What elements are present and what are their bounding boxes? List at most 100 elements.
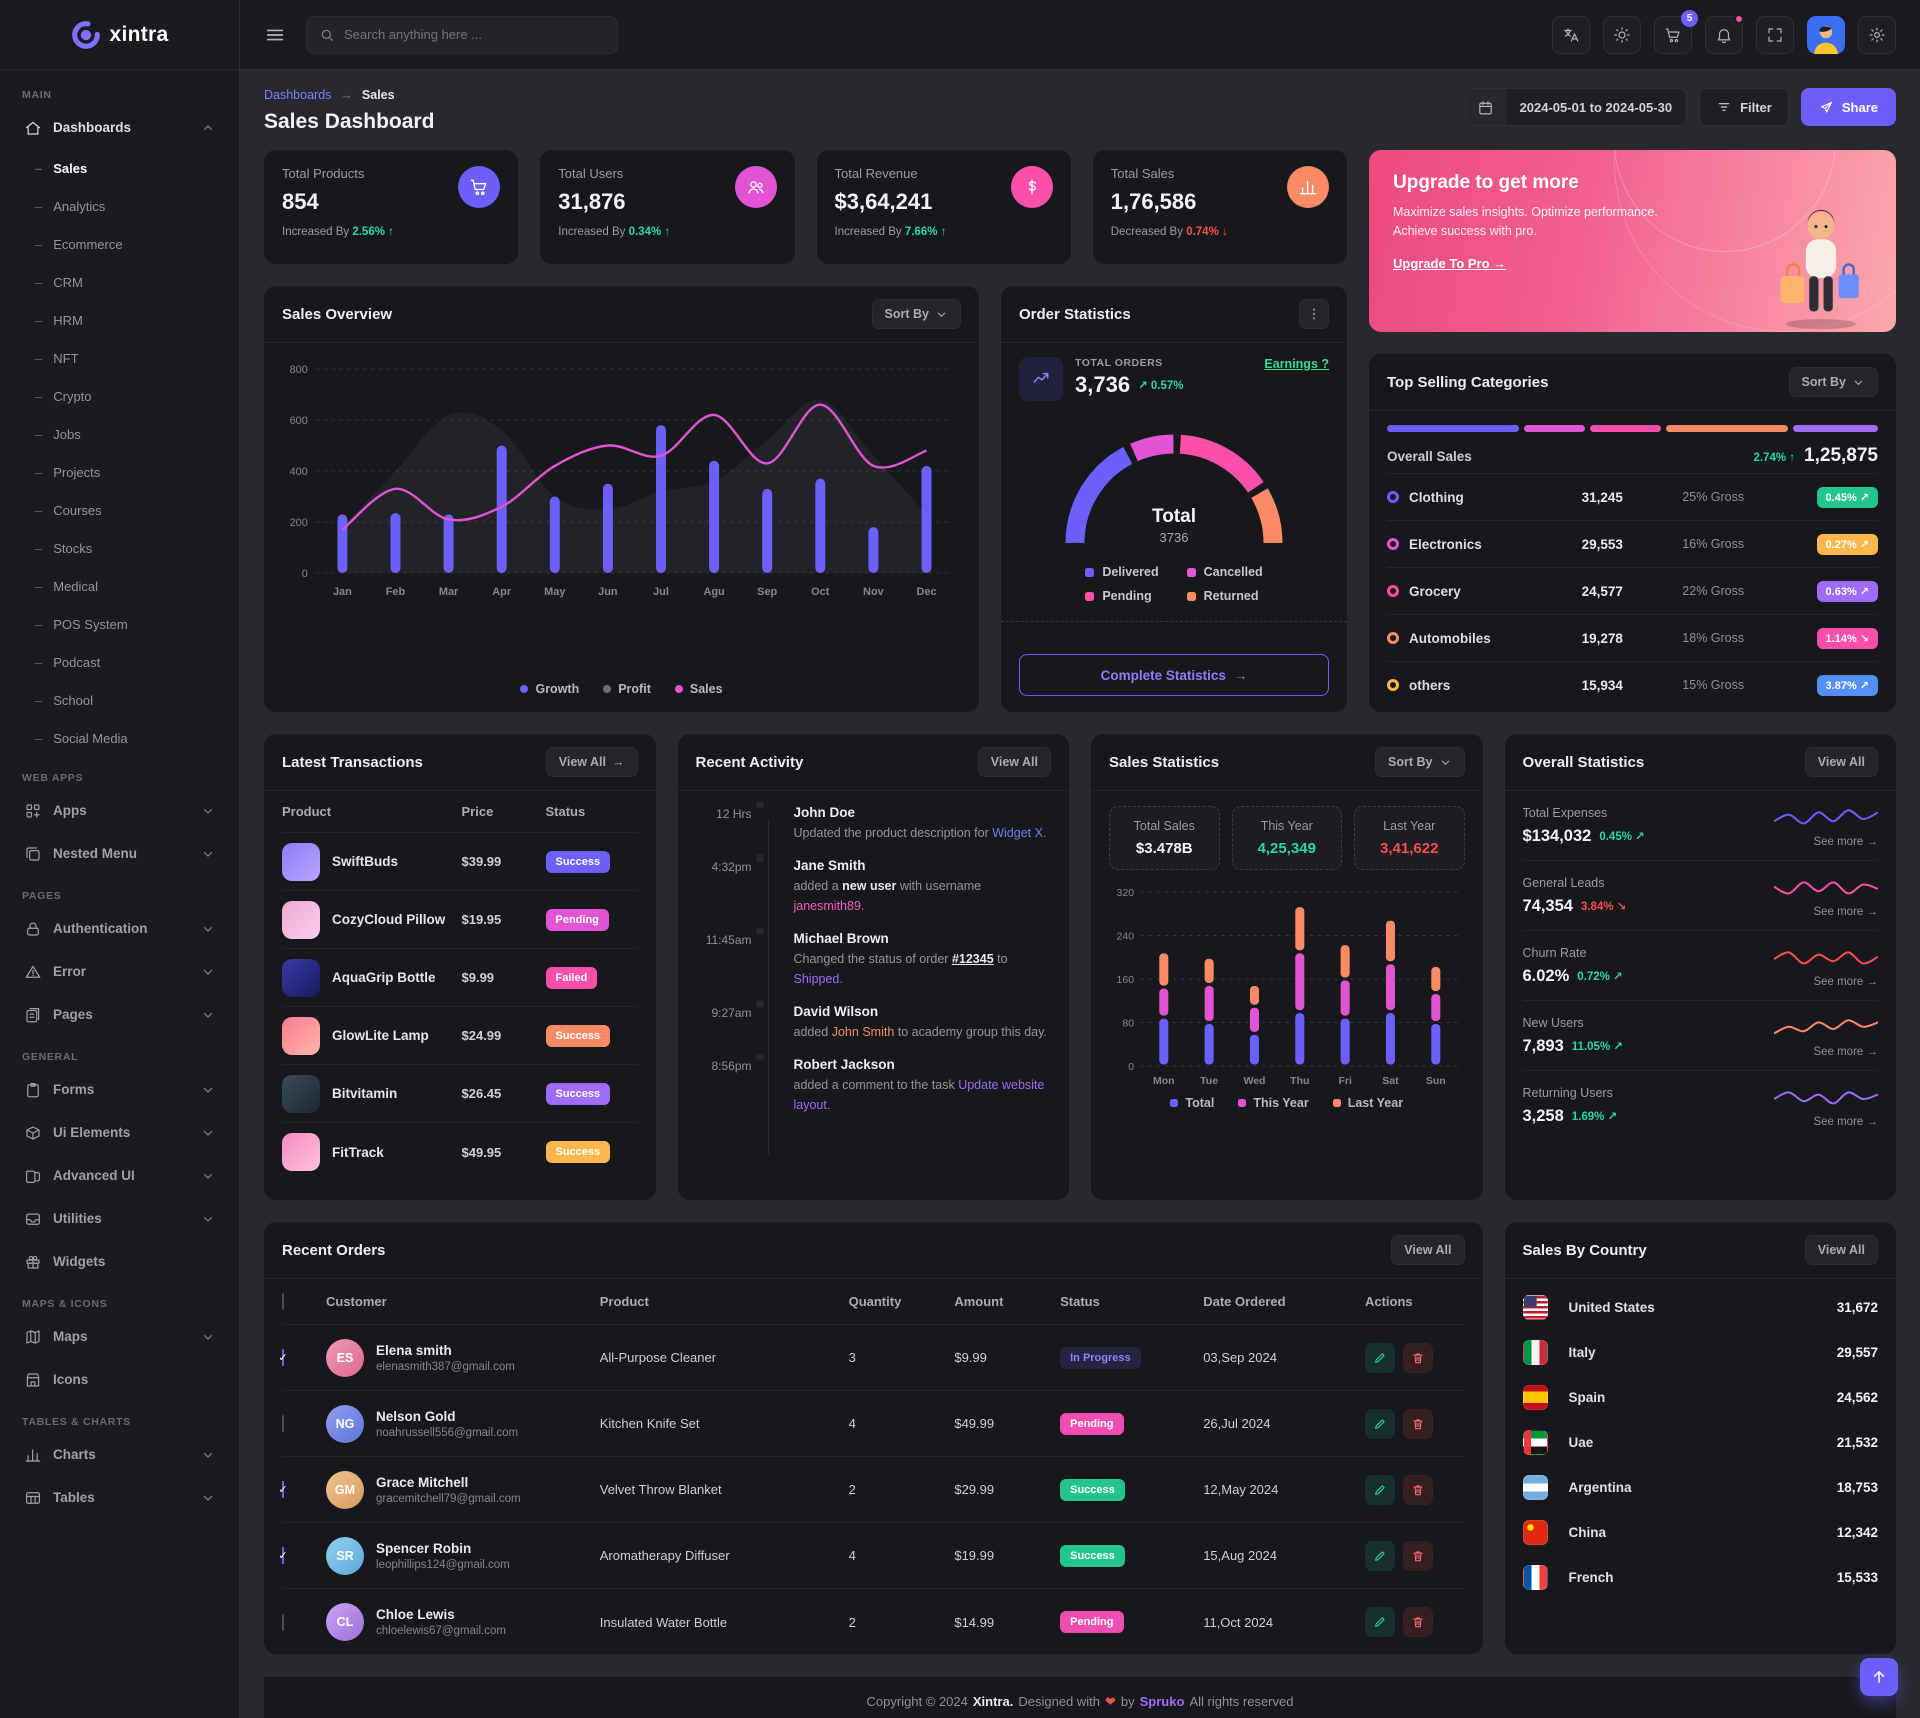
delete-button[interactable] <box>1402 1342 1433 1373</box>
sidebar-item-pages[interactable]: Pages <box>14 993 225 1036</box>
select-all-checkbox[interactable] <box>282 1293 284 1310</box>
category-row-automobiles[interactable]: Automobiles 19,278 18% Gross 1.14% ↘ <box>1387 614 1878 661</box>
transaction-row-bitvitamin[interactable]: Bitvitamin $26.45 Success <box>282 1065 638 1123</box>
sidebar-item-jobs[interactable]: – Jobs <box>35 426 81 442</box>
country-row-italy[interactable]: Italy 29,557 <box>1522 1330 1878 1375</box>
country-row-uae[interactable]: Uae 21,532 <box>1522 1420 1878 1465</box>
country-row-united-states[interactable]: United States 31,672 <box>1522 1285 1878 1330</box>
gauge-legend-delivered[interactable]: Delivered <box>1085 565 1159 579</box>
order-statistics-menu[interactable] <box>1299 299 1329 329</box>
activity-item-john-doe[interactable]: 12 Hrs John Doe Updated the product descri… <box>696 805 1052 843</box>
see-more-link[interactable]: See more → <box>1813 976 1878 988</box>
see-more-link[interactable]: See more → <box>1813 1046 1878 1058</box>
activity-item-david-wilson[interactable]: 9:27am David Wilson added John Smith to ac… <box>696 1004 1052 1042</box>
category-row-electronics[interactable]: Electronics 29,553 16% Gross 0.27% ↗ <box>1387 520 1878 567</box>
order-row-grace-mitchell[interactable]: GM Grace Mitchell gracemitchell79@gmail.co… <box>282 1457 1465 1523</box>
transaction-row-cozycloud-pillow[interactable]: CozyCloud Pillow $19.95 Pending <box>282 891 638 949</box>
sidebar-item-analytics[interactable]: – Analytics <box>35 198 106 214</box>
sidebar-item-ui-elements[interactable]: Ui Elements <box>14 1111 225 1154</box>
orders-view-all-button[interactable]: View All <box>1391 1235 1465 1265</box>
sidebar-item-error[interactable]: Error <box>14 950 225 993</box>
order-row-spencer-robin[interactable]: SR Spencer Robin leophillips124@gmail.com A… <box>282 1523 1465 1589</box>
see-more-link[interactable]: See more → <box>1813 1116 1878 1128</box>
user-avatar[interactable] <box>1807 15 1845 54</box>
activity-item-robert-jackson[interactable]: 8:56pm Robert Jackson added a comment to t… <box>696 1057 1052 1115</box>
legend-sales[interactable]: Sales <box>674 682 723 696</box>
cart-button[interactable]: 5 <box>1654 9 1698 54</box>
filter-button[interactable]: Filter <box>1699 88 1789 126</box>
fullscreen-button[interactable] <box>1756 15 1794 54</box>
sidebar-item-sales[interactable]: – Sales <box>35 160 88 176</box>
overall-statistics-view-all-button[interactable]: View All <box>1804 747 1878 777</box>
sidebar-item-charts[interactable]: Charts <box>14 1433 225 1476</box>
complete-statistics-button[interactable]: Complete Statistics → <box>1019 654 1329 696</box>
transaction-row-fittrack[interactable]: FitTrack $49.95 Success <box>282 1123 638 1181</box>
activity-item-jane-smith[interactable]: 4:32pm Jane Smith added a new user with us… <box>696 858 1052 916</box>
sidebar-item-utilities[interactable]: Utilities <box>14 1197 225 1240</box>
activity-item-michael-brown[interactable]: 11:45am Michael Brown Changed the status o… <box>696 931 1052 989</box>
transactions-view-all-button[interactable]: View All → <box>545 747 638 777</box>
legend-profit[interactable]: Profit <box>603 682 651 696</box>
edit-button[interactable] <box>1364 1342 1395 1373</box>
sidebar-item-podcast[interactable]: – Podcast <box>35 654 101 670</box>
sidebar-item-medical[interactable]: – Medical <box>35 578 99 594</box>
upgrade-cta-link[interactable]: Upgrade To Pro → <box>1393 255 1507 271</box>
sidebar-item-crypto[interactable]: – Crypto <box>35 388 92 404</box>
scroll-to-top-button[interactable] <box>1860 1658 1898 1696</box>
row-checkbox[interactable] <box>282 1547 284 1564</box>
language-button[interactable] <box>1552 15 1590 54</box>
sidebar-item-nested-menu[interactable]: Nested Menu <box>14 832 225 875</box>
sales-overview-sortby[interactable]: Sort By <box>871 299 961 329</box>
row-checkbox[interactable] <box>282 1481 284 1498</box>
sales-statistics-sortby[interactable]: Sort By <box>1375 747 1465 777</box>
edit-button[interactable] <box>1364 1607 1395 1637</box>
legend-total[interactable]: Total <box>1170 1096 1214 1110</box>
country-view-all-button[interactable]: View All <box>1804 1235 1878 1265</box>
transaction-row-glowlite-lamp[interactable]: GlowLite Lamp $24.99 Success <box>282 1007 638 1065</box>
legend-last-year[interactable]: Last Year <box>1332 1096 1403 1110</box>
country-row-spain[interactable]: Spain 24,562 <box>1522 1375 1878 1420</box>
settings-button[interactable] <box>1858 15 1896 54</box>
brand[interactable]: xintra <box>0 0 239 70</box>
breadcrumb-dashboards[interactable]: Dashboards <box>264 88 332 102</box>
sidebar-item-social-media[interactable]: – Social Media <box>35 730 128 746</box>
date-range-picker[interactable]: 2024-05-01 to 2024-05-30 <box>1464 88 1688 126</box>
category-row-others[interactable]: others 15,934 15% Gross 3.87% ↗ <box>1387 661 1878 708</box>
earnings-link[interactable]: Earnings ? <box>1264 357 1329 371</box>
delete-button[interactable] <box>1402 1474 1433 1505</box>
sidebar-item-courses[interactable]: – Courses <box>35 502 102 518</box>
sidebar-item-crm[interactable]: – CRM <box>35 274 83 290</box>
sidebar-item-forms[interactable]: Forms <box>14 1068 225 1111</box>
activity-view-all-button[interactable]: View All <box>977 747 1051 777</box>
order-row-chloe-lewis[interactable]: CL Chloe Lewis chloelewis67@gmail.com Insul… <box>282 1589 1465 1654</box>
sidebar-item-hrm[interactable]: – HRM <box>35 312 83 328</box>
sidebar-item-projects[interactable]: – Projects <box>35 464 101 480</box>
sidebar-item-pos-system[interactable]: – POS System <box>35 616 128 632</box>
legend-this-year[interactable]: This Year <box>1238 1096 1309 1110</box>
legend-growth[interactable]: Growth <box>520 682 579 696</box>
delete-button[interactable] <box>1402 1607 1433 1637</box>
order-row-nelson-gold[interactable]: NG Nelson Gold noahrussell556@gmail.com Kit… <box>282 1391 1465 1457</box>
see-more-link[interactable]: See more → <box>1813 836 1878 848</box>
sidebar-item-apps[interactable]: Apps <box>14 789 225 832</box>
sidebar-item-school[interactable]: – School <box>35 692 93 708</box>
edit-button[interactable] <box>1364 1474 1395 1505</box>
gauge-legend-pending[interactable]: Pending <box>1085 589 1158 603</box>
sidebar-item-stocks[interactable]: – Stocks <box>35 540 93 556</box>
hamburger-menu-icon[interactable] <box>264 24 286 46</box>
sidebar-item-dashboards[interactable]: Dashboards <box>14 106 225 149</box>
sidebar-item-tables[interactable]: Tables <box>14 1476 225 1519</box>
sidebar-item-authentication[interactable]: Authentication <box>14 907 225 950</box>
delete-button[interactable] <box>1402 1408 1433 1439</box>
notifications-button[interactable] <box>1705 13 1744 54</box>
delete-button[interactable] <box>1402 1540 1433 1571</box>
theme-toggle-button[interactable] <box>1603 15 1641 54</box>
edit-button[interactable] <box>1364 1408 1395 1439</box>
country-row-french[interactable]: French 15,533 <box>1522 1555 1878 1600</box>
top-selling-sortby[interactable]: Sort By <box>1788 367 1878 397</box>
country-row-argentina[interactable]: Argentina 18,753 <box>1522 1465 1878 1510</box>
sidebar-item-widgets[interactable]: Widgets <box>14 1240 225 1283</box>
category-row-grocery[interactable]: Grocery 24,577 22% Gross 0.63% ↗ <box>1387 567 1878 614</box>
transaction-row-aquagrip-bottle[interactable]: AquaGrip Bottle $9.99 Failed <box>282 949 638 1007</box>
transaction-row-swiftbuds[interactable]: SwiftBuds $39.99 Success <box>282 833 638 891</box>
